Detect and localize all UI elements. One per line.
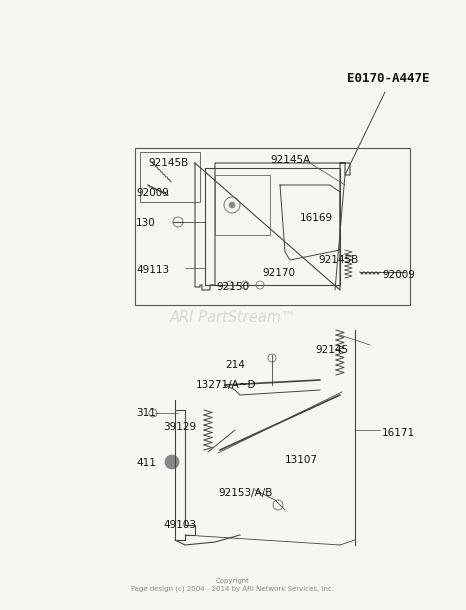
Text: E0170-A447E: E0170-A447E — [348, 72, 430, 85]
Text: 13107: 13107 — [285, 455, 318, 465]
Text: 92170: 92170 — [262, 268, 295, 278]
Bar — [135, 148, 410, 305]
Text: ARI PartStream™: ARI PartStream™ — [170, 310, 296, 325]
Text: 92153/A/B: 92153/A/B — [218, 488, 272, 498]
Text: 39129: 39129 — [163, 422, 196, 432]
Text: 49103: 49103 — [163, 520, 196, 530]
Text: Copyright
Page design (c) 2004 - 2014 by ARI Network Services, Inc.: Copyright Page design (c) 2004 - 2014 by… — [131, 578, 335, 592]
Text: 130: 130 — [136, 218, 156, 228]
Text: 16171: 16171 — [382, 428, 415, 438]
Text: 92009: 92009 — [136, 188, 169, 198]
Text: 311: 311 — [136, 408, 156, 418]
Text: 214: 214 — [225, 360, 245, 370]
Text: 92145: 92145 — [315, 345, 348, 355]
Text: 49113: 49113 — [136, 265, 169, 275]
Text: 92145B: 92145B — [318, 255, 358, 265]
Text: 92150: 92150 — [216, 282, 249, 292]
Text: 92145B: 92145B — [148, 158, 188, 168]
Text: 92009: 92009 — [382, 270, 415, 280]
Circle shape — [165, 455, 179, 469]
Text: 13271/A~D: 13271/A~D — [196, 380, 256, 390]
Circle shape — [229, 202, 235, 208]
Text: 16169: 16169 — [300, 213, 333, 223]
Text: 411: 411 — [136, 458, 156, 468]
Text: 92145A: 92145A — [270, 155, 310, 165]
Bar — [140, 152, 200, 202]
